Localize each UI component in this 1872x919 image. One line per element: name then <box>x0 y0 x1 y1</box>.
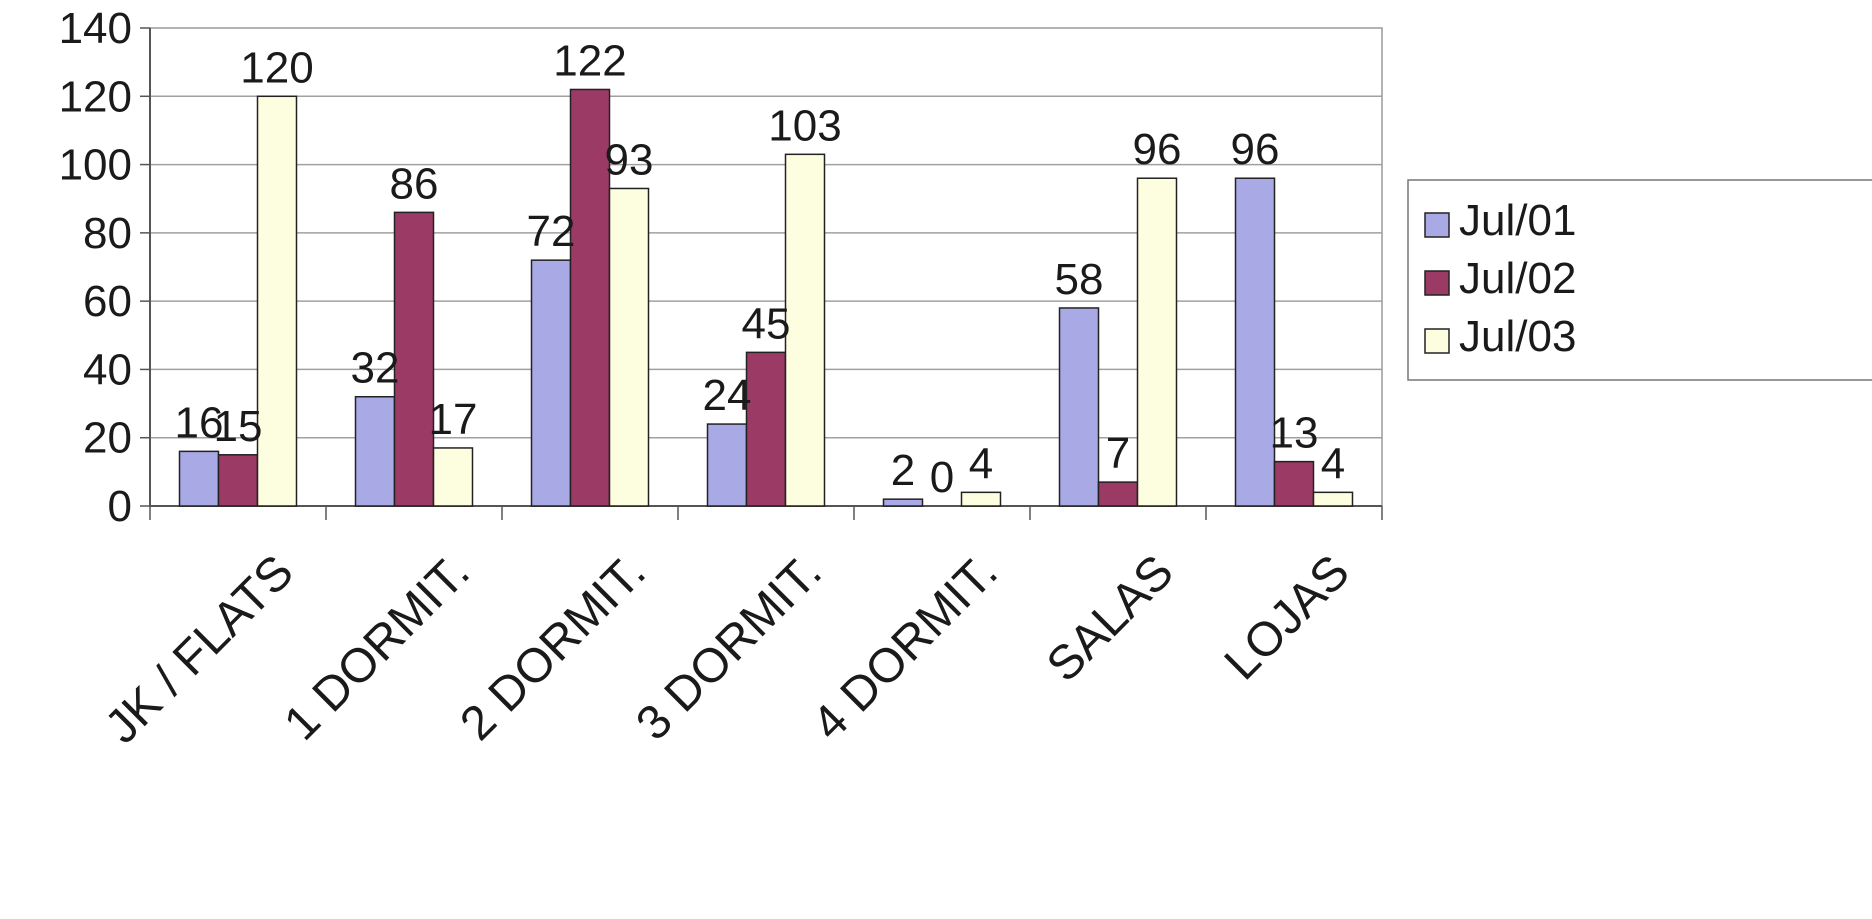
bar-value-label: 16 <box>175 398 224 447</box>
bar-value-label: 4 <box>969 439 993 488</box>
x-category-label: 4 DORMIT. <box>802 545 1007 750</box>
y-tick-label: 60 <box>83 277 132 326</box>
bar-value-label: 103 <box>768 101 841 150</box>
bar-value-label: 24 <box>703 371 752 420</box>
bar <box>745 351 787 507</box>
bar <box>354 395 396 507</box>
bar-value-label: 122 <box>553 36 626 85</box>
bar <box>1136 177 1178 507</box>
y-tick-label: 140 <box>59 4 132 53</box>
bar <box>256 95 298 507</box>
x-category-label: SALAS <box>1037 545 1184 692</box>
y-tick-label: 0 <box>108 482 132 531</box>
bar-value-label: 120 <box>240 43 313 92</box>
bar <box>393 211 435 507</box>
legend: Jul/01 Jul/02 Jul/03 <box>1407 179 1872 381</box>
y-axis: 0 20 40 60 80 100 120 140 <box>59 4 151 531</box>
x-category-label: LOJAS <box>1215 545 1360 690</box>
legend-swatch <box>1424 328 1450 354</box>
bar <box>1058 307 1100 507</box>
x-category-label: 2 DORMIT. <box>450 545 655 750</box>
x-category-label: 1 DORMIT. <box>274 545 479 750</box>
bar-value-label: 17 <box>429 395 478 444</box>
bar-value-label: 86 <box>390 159 439 208</box>
legend-box <box>1407 179 1872 381</box>
legend-swatch <box>1424 270 1450 296</box>
bar-value-label: 96 <box>1231 125 1280 174</box>
bar-value-label: 15 <box>214 402 263 451</box>
bar <box>217 454 259 507</box>
bar <box>1273 460 1315 507</box>
bar <box>882 498 924 507</box>
bar-value-label: 72 <box>527 207 576 256</box>
bar-value-label: 2 <box>891 446 915 495</box>
bar <box>960 491 1002 507</box>
bar-value-label: 58 <box>1055 255 1104 304</box>
bars <box>178 88 1354 507</box>
bar <box>706 423 748 507</box>
bar-value-label: 93 <box>605 135 654 184</box>
bar <box>1312 491 1354 507</box>
bar-value-label: 45 <box>742 299 791 348</box>
bar <box>178 450 220 507</box>
x-category-label: JK / FLATS <box>95 545 303 753</box>
bar-value-label: 96 <box>1133 125 1182 174</box>
bar <box>784 153 826 507</box>
bar-value-label: 7 <box>1106 429 1130 478</box>
bar <box>608 187 650 507</box>
bar-value-label: 0 <box>930 453 954 502</box>
legend-label: Jul/01 <box>1459 196 1576 245</box>
bar-value-label: 4 <box>1321 439 1345 488</box>
y-tick-label: 80 <box>83 209 132 258</box>
bar <box>530 259 572 507</box>
x-category-label: 3 DORMIT. <box>626 545 831 750</box>
bar <box>432 447 474 507</box>
bar-value-label: 13 <box>1270 409 1319 458</box>
legend-swatch <box>1424 212 1450 238</box>
bar-value-label: 32 <box>351 344 400 393</box>
bar <box>569 88 611 507</box>
y-tick-label: 40 <box>83 345 132 394</box>
y-tick-label: 100 <box>59 141 132 190</box>
legend-label: Jul/02 <box>1459 254 1576 303</box>
y-tick-label: 20 <box>83 414 132 463</box>
y-tick-label: 120 <box>59 72 132 121</box>
legend-label: Jul/03 <box>1459 312 1576 361</box>
bar <box>1234 177 1276 507</box>
bar <box>1097 481 1139 507</box>
